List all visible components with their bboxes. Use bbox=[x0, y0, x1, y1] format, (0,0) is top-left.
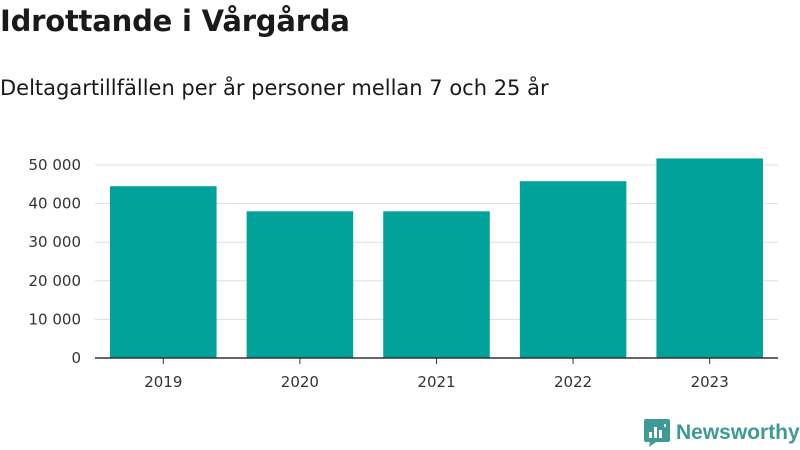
bar bbox=[110, 186, 217, 358]
x-tick-label: 2021 bbox=[417, 373, 455, 391]
axes: 0 10 000 20 000 30 000 40 000 50 000 2019 2020 2… bbox=[29, 156, 778, 391]
bar bbox=[519, 181, 627, 358]
bar bbox=[383, 211, 490, 358]
x-tick-label: 2023 bbox=[691, 373, 729, 391]
y-tick-label: 10 000 bbox=[29, 310, 82, 328]
bar bbox=[246, 211, 354, 358]
y-tick-label: 30 000 bbox=[29, 233, 82, 251]
x-tick-label: 2019 bbox=[144, 373, 182, 391]
x-tick-label: 2020 bbox=[281, 373, 319, 391]
brand-name: Newsworthy bbox=[676, 421, 800, 444]
y-tick-label: 20 000 bbox=[29, 272, 82, 290]
y-tick-label: 0 bbox=[71, 349, 81, 367]
chart-subtitle: Deltagartillfällen per år personer mella… bbox=[0, 76, 549, 100]
bar bbox=[656, 158, 763, 358]
y-tick-label: 40 000 bbox=[29, 195, 82, 213]
y-tick-label: 50 000 bbox=[29, 156, 82, 174]
newsworthy-logo[interactable]: Newsworthy bbox=[644, 419, 800, 447]
newsworthy-logo-icon bbox=[644, 419, 670, 447]
x-tick-label: 2022 bbox=[554, 373, 592, 391]
chart-title: Idrottande i Vårgårda bbox=[0, 4, 350, 38]
bars bbox=[110, 158, 763, 358]
